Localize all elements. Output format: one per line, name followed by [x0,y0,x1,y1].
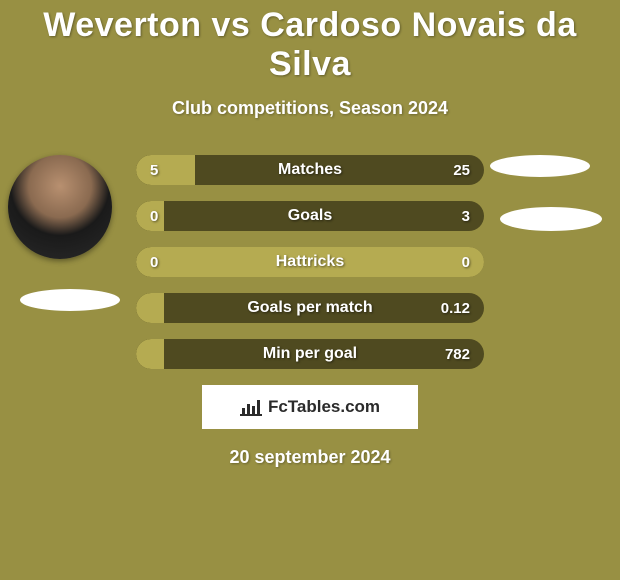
stat-row: Min per goal 782 [136,339,484,369]
brand-badge: FcTables.com [202,385,418,429]
page-subtitle: Club competitions, Season 2024 [0,98,620,119]
player-right-avatar-slot-1 [490,155,590,177]
bar-chart-icon [240,398,262,416]
stats-bars: 5 Matches 25 0 Goals 3 0 Hattricks 0 Goa… [136,155,484,369]
comparison-content: 5 Matches 25 0 Goals 3 0 Hattricks 0 Goa… [0,155,620,468]
player-left-placeholder-avatar [20,289,120,311]
stat-right-value: 0.12 [441,293,470,323]
stat-label: Min per goal [136,339,484,369]
stat-right-value: 3 [462,201,470,231]
stat-label: Goals [136,201,484,231]
stat-row: 0 Hattricks 0 [136,247,484,277]
stat-label: Goals per match [136,293,484,323]
stat-row: Goals per match 0.12 [136,293,484,323]
stat-row: 5 Matches 25 [136,155,484,185]
footer-date: 20 september 2024 [0,447,620,468]
brand-text: FcTables.com [268,397,380,417]
stat-right-value: 25 [453,155,470,185]
stat-label: Hattricks [136,247,484,277]
player-right-avatar-slot-2 [500,207,602,231]
stat-right-value: 0 [462,247,470,277]
player-left-avatar [8,155,112,259]
stat-row: 0 Goals 3 [136,201,484,231]
page-title: Weverton vs Cardoso Novais da Silva [0,0,620,84]
stat-label: Matches [136,155,484,185]
stat-right-value: 782 [445,339,470,369]
